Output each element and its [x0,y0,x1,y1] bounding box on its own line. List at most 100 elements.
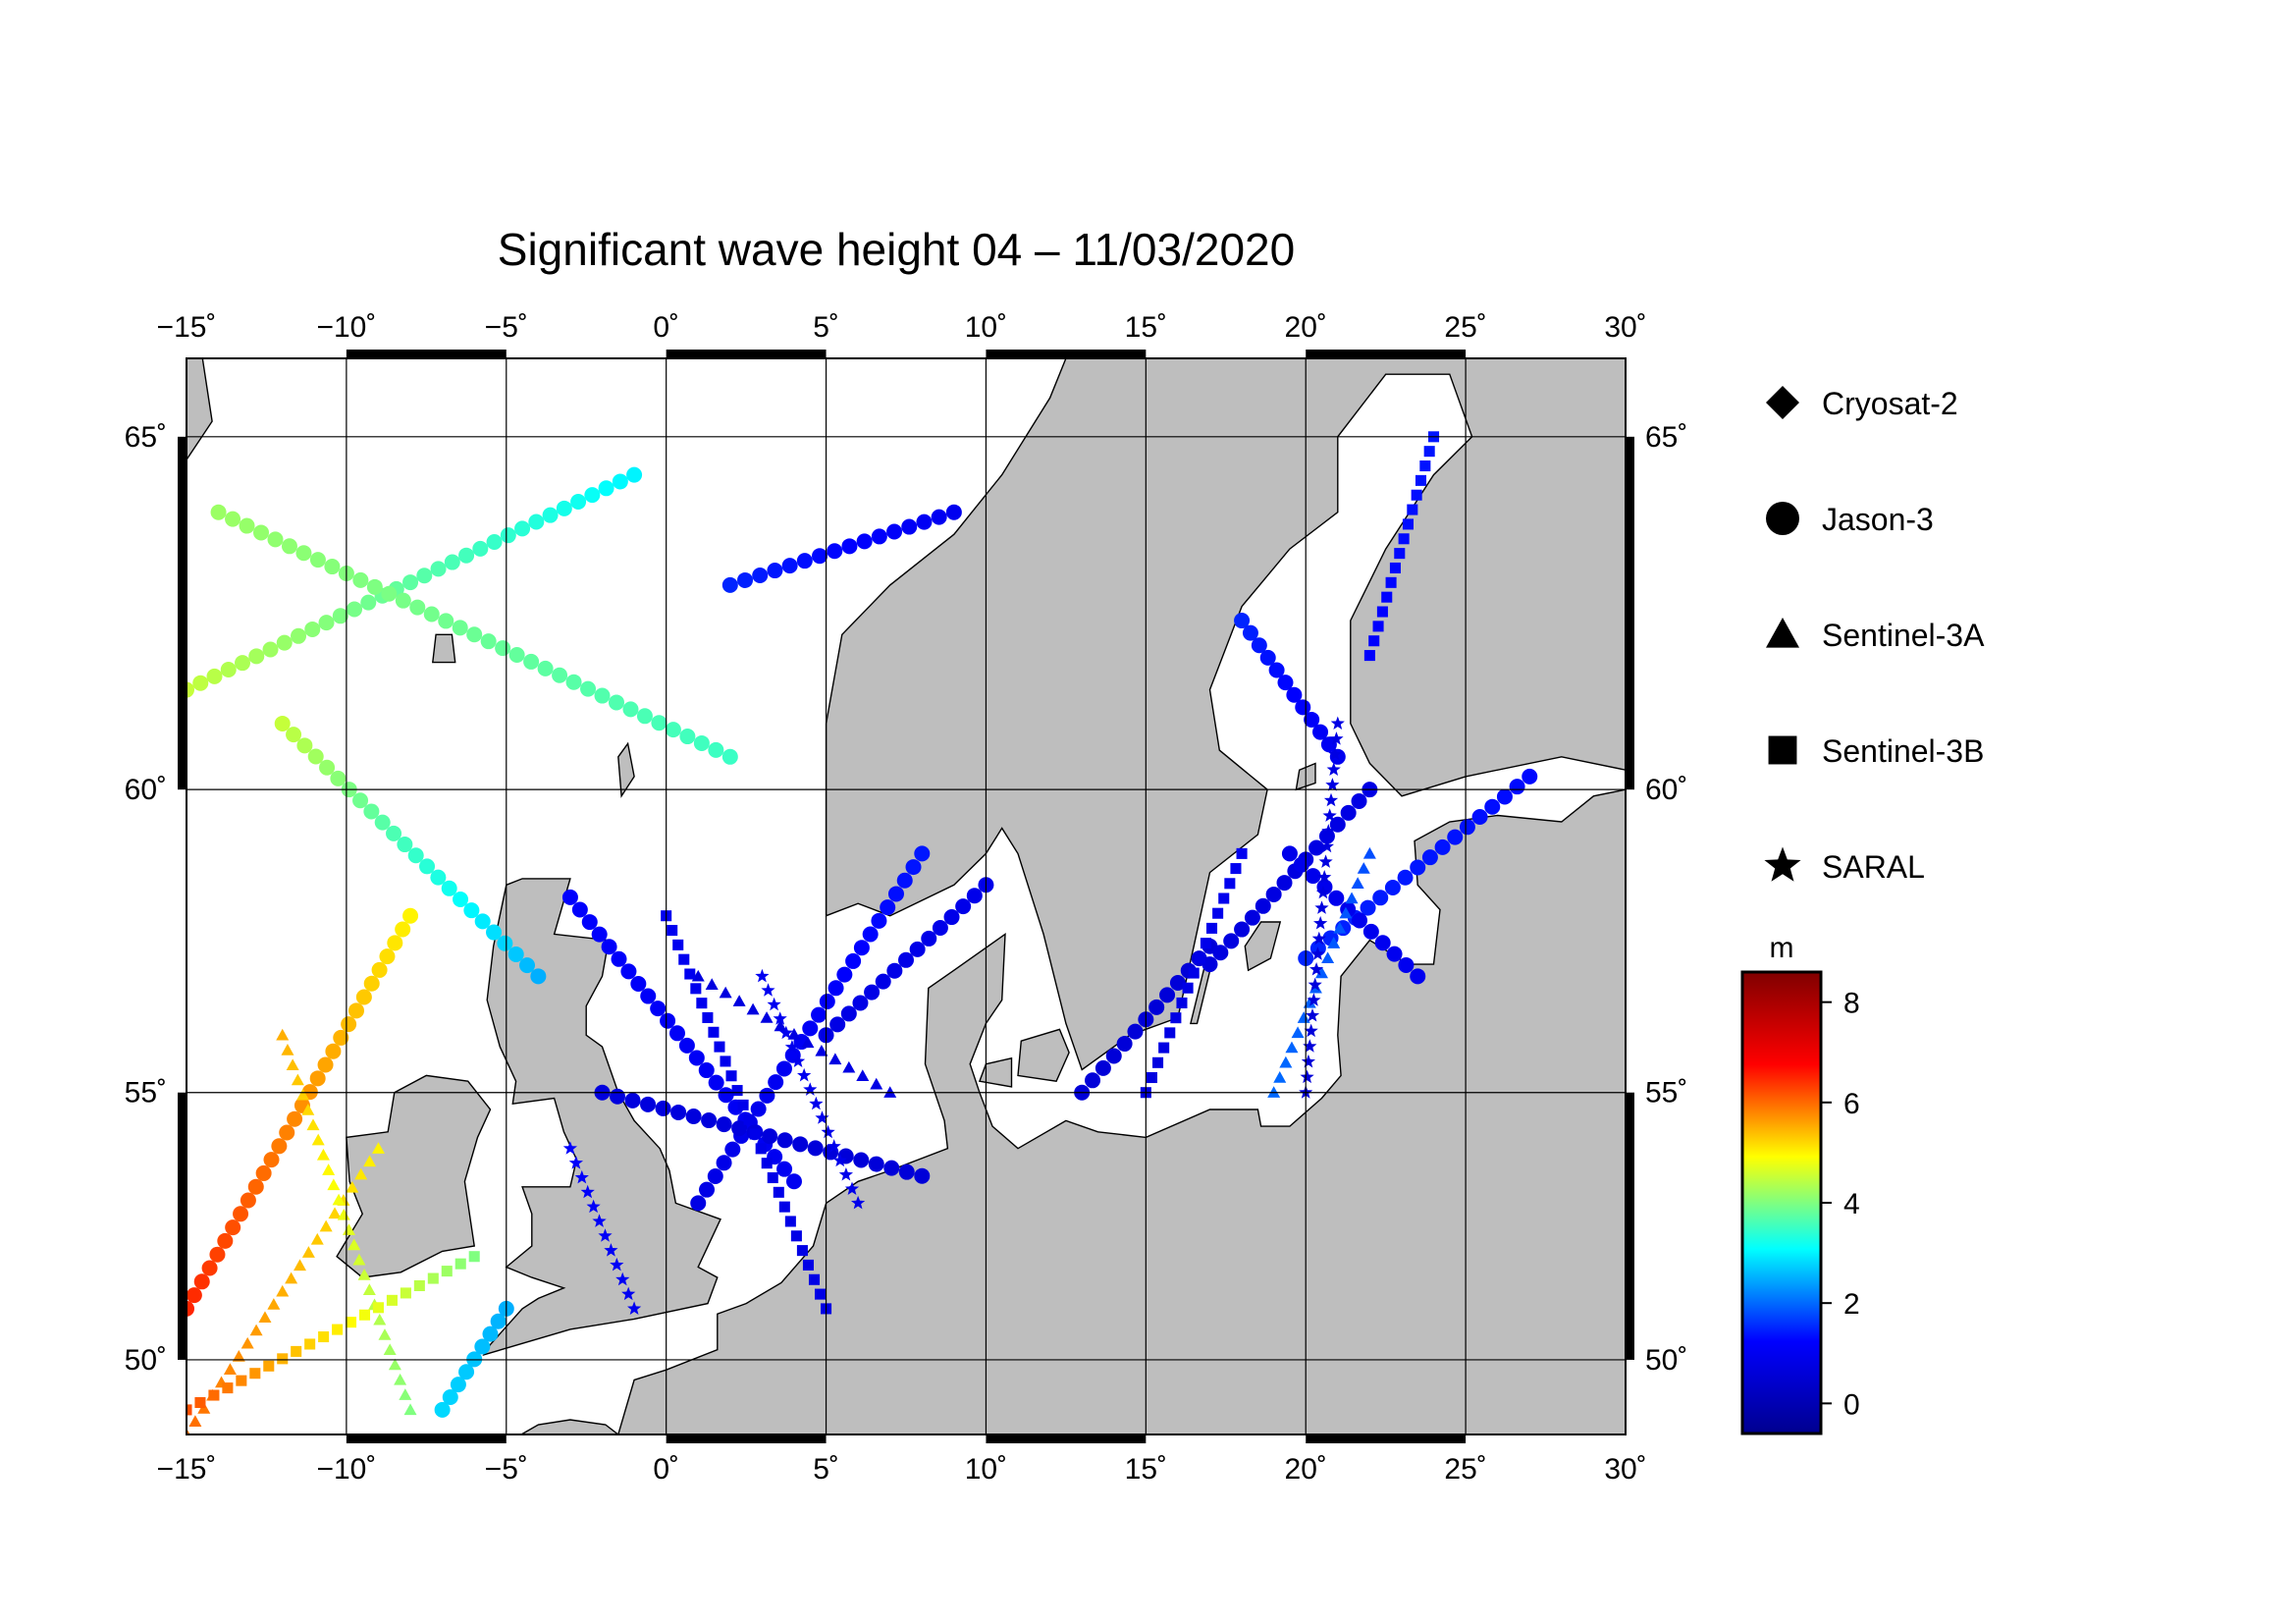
track-point [909,941,926,957]
track-point [701,1112,718,1129]
track-point [209,1246,226,1263]
track-point [610,1088,626,1105]
track-point [1146,1071,1157,1084]
track-point [362,1283,376,1295]
baltic-states-land [617,788,1626,1434]
track-point [808,1273,821,1285]
lon-tick-label-top: 30˚ [1604,311,1646,344]
track-point [809,1096,824,1110]
track-point [856,1069,870,1082]
track-jason-3 [1234,613,1346,765]
legend-label: Sentinel-3B [1822,733,1984,769]
track-point [372,1302,384,1314]
track-point [427,1272,439,1284]
track-point [610,1257,624,1271]
track-point [731,1120,748,1137]
track-point [333,1029,349,1046]
track-point [328,1207,342,1219]
track-point [931,509,947,525]
track-point [1321,824,1336,838]
track-point [1326,762,1341,776]
track-point [1315,966,1329,979]
track-point [815,1044,828,1056]
track-point [714,1041,725,1053]
track-point [500,527,516,544]
lat-tick-label-left: 65˚ [125,421,167,454]
track-point [829,1016,846,1033]
colorbar-unit: m [1770,932,1794,964]
zealand-island [1017,1028,1070,1082]
track-point [684,968,696,980]
track-point [1273,1071,1287,1083]
track-point [452,620,468,636]
track-point [374,814,391,831]
track-point [395,592,411,609]
track-point [1394,548,1406,560]
track-point [1381,591,1393,603]
track-point [650,1001,667,1017]
track-point [720,1055,731,1067]
track-point [453,891,469,907]
track-point [821,1124,835,1139]
track-point [1291,1026,1305,1039]
track-point [708,1026,720,1038]
track-point [1372,621,1384,632]
lon-tick-label-bottom: 15˚ [1125,1453,1167,1486]
track-point [561,889,578,905]
track-point [1434,839,1451,855]
track-point [955,898,972,915]
track-point [792,1136,809,1153]
lon-tick-label-top: 5˚ [813,311,839,344]
track-jason-3 [187,466,643,698]
track-point [472,540,489,557]
track-point [724,1141,741,1158]
track-point [679,729,696,745]
track-point [381,585,398,602]
track-point [360,594,377,611]
track-point [767,1171,778,1184]
track-point [466,626,483,643]
track-point [1339,906,1353,919]
track-point [1105,1048,1122,1064]
track-point [454,1258,466,1270]
track-point [655,1100,671,1116]
track-point [871,912,887,929]
track-point [1328,890,1345,906]
funen-island [978,1056,1013,1088]
track-point [378,1328,392,1340]
track-point [1419,460,1431,472]
track-point [430,561,447,577]
lon-tick-label-top: −5˚ [485,311,528,344]
track-point [776,1161,793,1177]
track-point [330,770,347,786]
track-point [267,1298,281,1310]
track-point [239,517,255,534]
track-point [295,545,312,562]
track-point [379,948,396,965]
track-point [868,1156,884,1172]
track-point [240,1336,254,1349]
faroe-islands [432,633,456,664]
track-point [651,715,667,731]
track-point [626,466,643,483]
track-point [486,534,503,551]
track-jason-3 [210,504,738,765]
track-point [255,1164,272,1181]
track-point [1415,474,1427,486]
track-point [1267,1086,1281,1098]
track-point [1281,845,1298,862]
track-point [636,708,653,725]
track-point [1182,982,1194,994]
track-point [796,553,813,569]
track-point [442,1389,458,1406]
track-point [225,1219,241,1236]
track-point [388,1358,401,1371]
track-point [287,1110,303,1127]
track-point [731,1085,743,1097]
track-point [707,1167,723,1184]
track-point [1234,921,1251,938]
track-point [347,1238,361,1251]
star-icon [1764,846,1801,882]
track-point [187,681,194,698]
